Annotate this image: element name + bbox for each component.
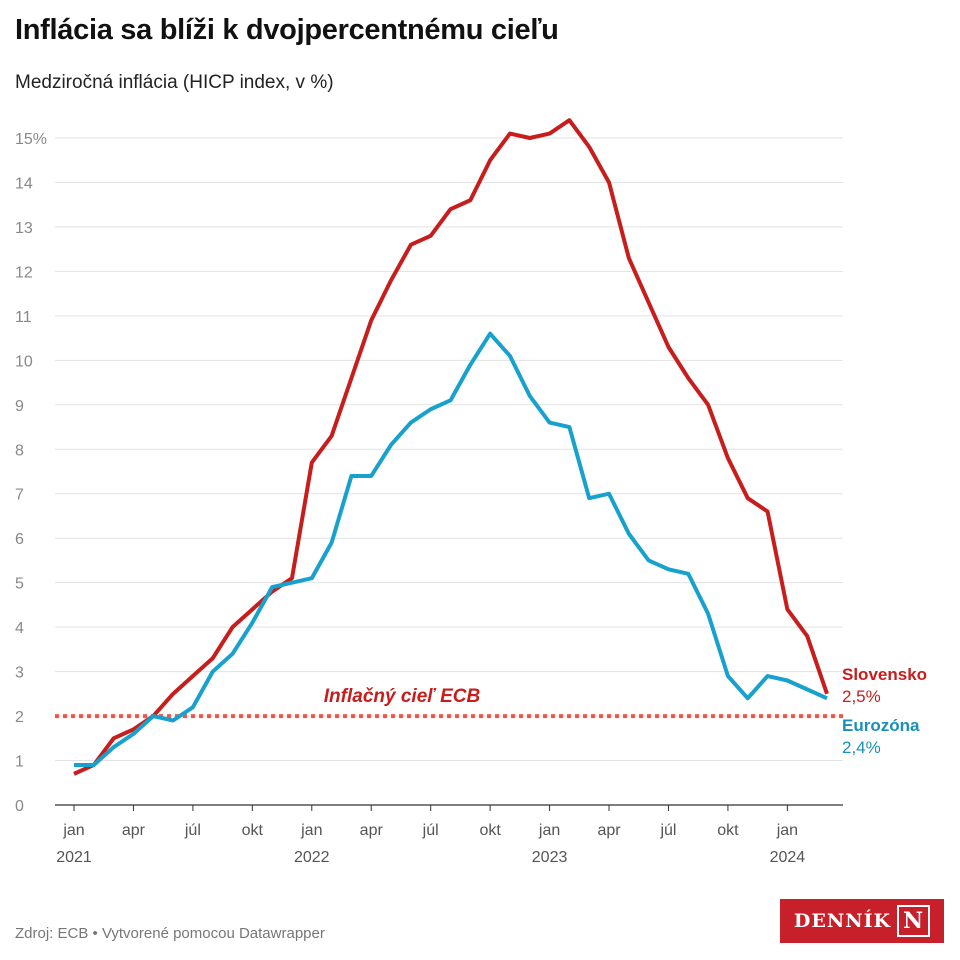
x-tick-label: jan bbox=[62, 822, 84, 839]
x-tick-label: apr bbox=[360, 822, 384, 839]
source-footer: Zdroj: ECB • Vytvorené pomocou Datawrapp… bbox=[15, 925, 325, 942]
series-line-slovensko bbox=[73, 118, 829, 776]
y-tick-label: 14 bbox=[15, 175, 33, 192]
y-tick-label: 15% bbox=[15, 131, 47, 148]
x-tick-label: jan bbox=[538, 822, 560, 839]
y-tick-label: 3 bbox=[15, 665, 24, 682]
x-tick-year-label: 2023 bbox=[532, 849, 568, 866]
y-tick-label: 6 bbox=[15, 531, 24, 548]
y-tick-label: 2 bbox=[15, 709, 24, 726]
y-tick-label: 13 bbox=[15, 220, 33, 237]
chart-subtitle: Medziročná inflácia (HICP index, v %) bbox=[15, 72, 334, 93]
x-tick-year-label: 2021 bbox=[56, 849, 92, 866]
y-tick-label: 1 bbox=[15, 754, 24, 771]
x-tick-label: apr bbox=[122, 822, 146, 839]
x-tick-label: jan bbox=[776, 822, 798, 839]
x-tick-label: júl bbox=[422, 822, 439, 839]
y-tick-label: 12 bbox=[15, 264, 33, 281]
y-tick-label: 9 bbox=[15, 398, 24, 415]
y-tick-label: 7 bbox=[15, 487, 24, 504]
x-tick-label: okt bbox=[717, 822, 739, 839]
y-tick-label: 0 bbox=[15, 798, 24, 815]
x-tick-year-label: 2024 bbox=[770, 849, 806, 866]
x-tick-label: apr bbox=[597, 822, 621, 839]
x-tick-label: okt bbox=[242, 822, 264, 839]
chart-title: Inflácia sa blíži k dvojpercentnému cieľ… bbox=[15, 14, 559, 46]
x-tick-label: júl bbox=[659, 822, 676, 839]
series-label: Eurozóna bbox=[842, 716, 920, 735]
series-end-value: 2,4% bbox=[842, 738, 881, 757]
y-tick-label: 10 bbox=[15, 353, 33, 370]
y-tick-label: 4 bbox=[15, 620, 24, 637]
logo-text: DENNÍK bbox=[793, 910, 891, 932]
y-tick-label: 11 bbox=[15, 309, 32, 326]
ecb-target-label: Inflačný cieľ ECB bbox=[324, 686, 481, 707]
x-tick-label: okt bbox=[479, 822, 501, 839]
x-tick-label: jan bbox=[300, 822, 322, 839]
logo-mark: N bbox=[897, 905, 931, 937]
x-tick-label: júl bbox=[184, 822, 201, 839]
x-tick-year-label: 2022 bbox=[294, 849, 330, 866]
series-end-value: 2,5% bbox=[842, 687, 881, 706]
dennik-n-logo: DENNÍK N bbox=[780, 899, 944, 943]
y-tick-label: 5 bbox=[15, 576, 24, 593]
series-label: Slovensko bbox=[842, 665, 927, 684]
y-tick-label: 8 bbox=[15, 442, 24, 459]
